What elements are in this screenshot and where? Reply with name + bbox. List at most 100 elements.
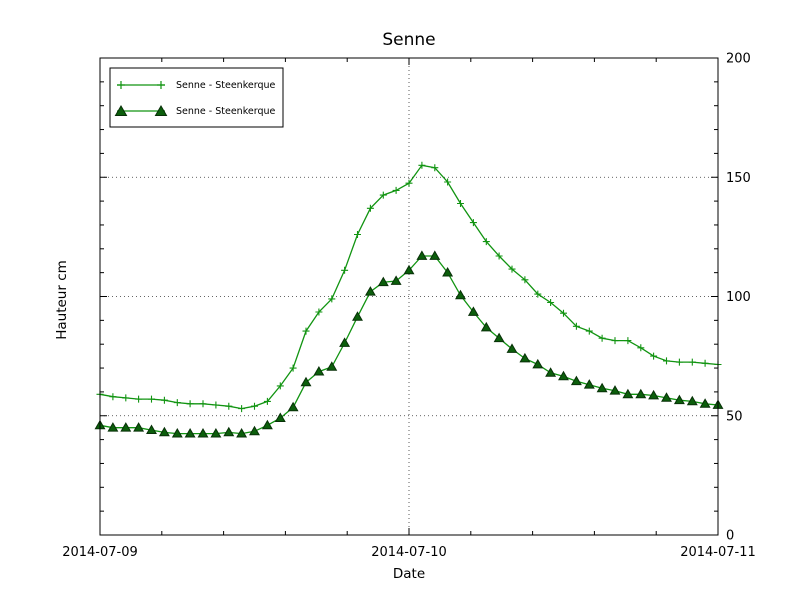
data-point-plus <box>663 357 670 365</box>
y-tick-label: 100 <box>726 290 751 305</box>
data-point-plus <box>521 276 529 284</box>
plot-border <box>99 57 719 536</box>
data-point-triangle <box>661 392 672 402</box>
data-point-triangle <box>107 422 119 432</box>
data-point-plus <box>328 295 336 303</box>
data-point-triangle <box>146 424 157 434</box>
data-point-plus <box>534 290 542 298</box>
data-point-triangle <box>171 427 183 438</box>
data-point-plus <box>469 219 477 227</box>
data-point-triangle <box>673 394 685 405</box>
data-point-triangle <box>261 419 273 430</box>
data-point-plus <box>457 200 464 207</box>
legend-label-series-1: Senne - Steenkerque <box>176 80 275 91</box>
series-layer <box>94 161 724 438</box>
legend-triangle-marker-icon <box>154 105 168 116</box>
data-point-triangle <box>609 385 621 395</box>
data-point-triangle <box>699 398 711 408</box>
data-point-plus <box>547 299 555 306</box>
data-point-plus <box>122 394 130 402</box>
data-point-triangle <box>558 370 569 381</box>
data-point-triangle <box>158 426 170 437</box>
data-point-triangle <box>442 266 454 277</box>
data-point-triangle <box>390 275 402 285</box>
data-point-plus <box>482 238 490 246</box>
y-tick-label: 50 <box>726 409 743 424</box>
x-tick-label: 2014-07-09 <box>62 545 138 560</box>
y-tick-label: 150 <box>726 171 751 186</box>
data-point-triangle <box>300 376 312 387</box>
data-point-triangle <box>133 422 145 432</box>
data-point-triangle <box>570 375 582 386</box>
data-point-plus <box>148 395 155 403</box>
data-point-triangle <box>184 427 196 438</box>
data-point-plus <box>560 309 567 317</box>
data-point-plus <box>302 327 310 335</box>
data-point-plus <box>392 186 400 194</box>
data-point-triangle <box>339 337 351 347</box>
data-point-triangle <box>287 401 299 412</box>
data-point-plus <box>624 337 632 345</box>
data-point-plus <box>598 334 606 342</box>
data-point-triangle <box>403 264 415 275</box>
data-point-plus <box>186 400 194 408</box>
data-point-plus <box>315 308 323 316</box>
data-point-triangle <box>455 289 466 300</box>
data-point-plus <box>444 178 452 186</box>
data-point-plus <box>109 393 117 401</box>
data-point-plus <box>289 364 297 372</box>
data-point-triangle <box>686 395 698 406</box>
data-point-plus <box>225 402 233 410</box>
data-point-plus <box>263 397 271 405</box>
data-point-triangle <box>532 358 544 369</box>
chart-title: Senne <box>382 30 435 50</box>
tick-label-layer: 0 50 100 150 200 2014-07-09 2014-07-10 2014-07-… <box>62 52 756 561</box>
data-point-triangle <box>197 427 209 438</box>
y-tick-label: 200 <box>726 52 751 67</box>
data-point-triangle <box>583 379 595 389</box>
data-point-plus <box>135 395 143 403</box>
x-axis-label: Date <box>393 566 425 582</box>
data-point-plus <box>495 252 503 260</box>
data-point-triangle <box>120 422 132 432</box>
grid-layer <box>100 58 718 535</box>
data-point-plus <box>199 400 207 408</box>
data-point-triangle <box>467 306 479 316</box>
y-tick-label: 0 <box>726 529 734 544</box>
data-point-triangle <box>249 425 260 436</box>
data-point-plus <box>675 358 683 366</box>
legend-label-series-2: Senne - Steenkerque <box>176 106 275 117</box>
x-tick-label: 2014-07-11 <box>680 545 756 560</box>
data-point-triangle <box>416 250 428 260</box>
legend-box <box>109 67 284 128</box>
data-point-triangle <box>364 286 376 296</box>
data-point-triangle <box>545 367 557 377</box>
data-point-triangle <box>429 250 441 260</box>
data-point-plus <box>508 265 516 273</box>
data-point-plus <box>431 164 439 172</box>
data-point-triangle <box>326 361 338 371</box>
data-point-plus <box>405 179 413 187</box>
data-point-triangle <box>377 276 389 287</box>
x-tick-label: 2014-07-10 <box>371 545 447 560</box>
data-point-plus <box>611 337 619 345</box>
data-point-plus <box>212 401 220 409</box>
data-point-plus <box>572 322 580 330</box>
y-axis-label: Hauteur cm <box>54 260 70 340</box>
legend: Senne - Steenkerque Senne - Steenkerque <box>109 67 284 128</box>
data-point-triangle <box>313 365 325 376</box>
data-point-triangle <box>596 382 608 393</box>
data-point-plus <box>238 405 246 413</box>
data-point-triangle <box>236 427 248 438</box>
data-point-plus <box>585 327 593 335</box>
data-point-triangle <box>648 389 660 400</box>
data-point-plus <box>276 382 284 390</box>
data-point-triangle <box>223 426 235 437</box>
data-point-plus <box>418 161 426 169</box>
data-point-triangle <box>480 321 492 332</box>
data-point-plus <box>354 231 361 238</box>
data-point-plus <box>160 396 168 404</box>
data-point-plus <box>650 352 658 360</box>
data-point-plus <box>173 399 181 407</box>
data-point-triangle <box>519 352 531 363</box>
